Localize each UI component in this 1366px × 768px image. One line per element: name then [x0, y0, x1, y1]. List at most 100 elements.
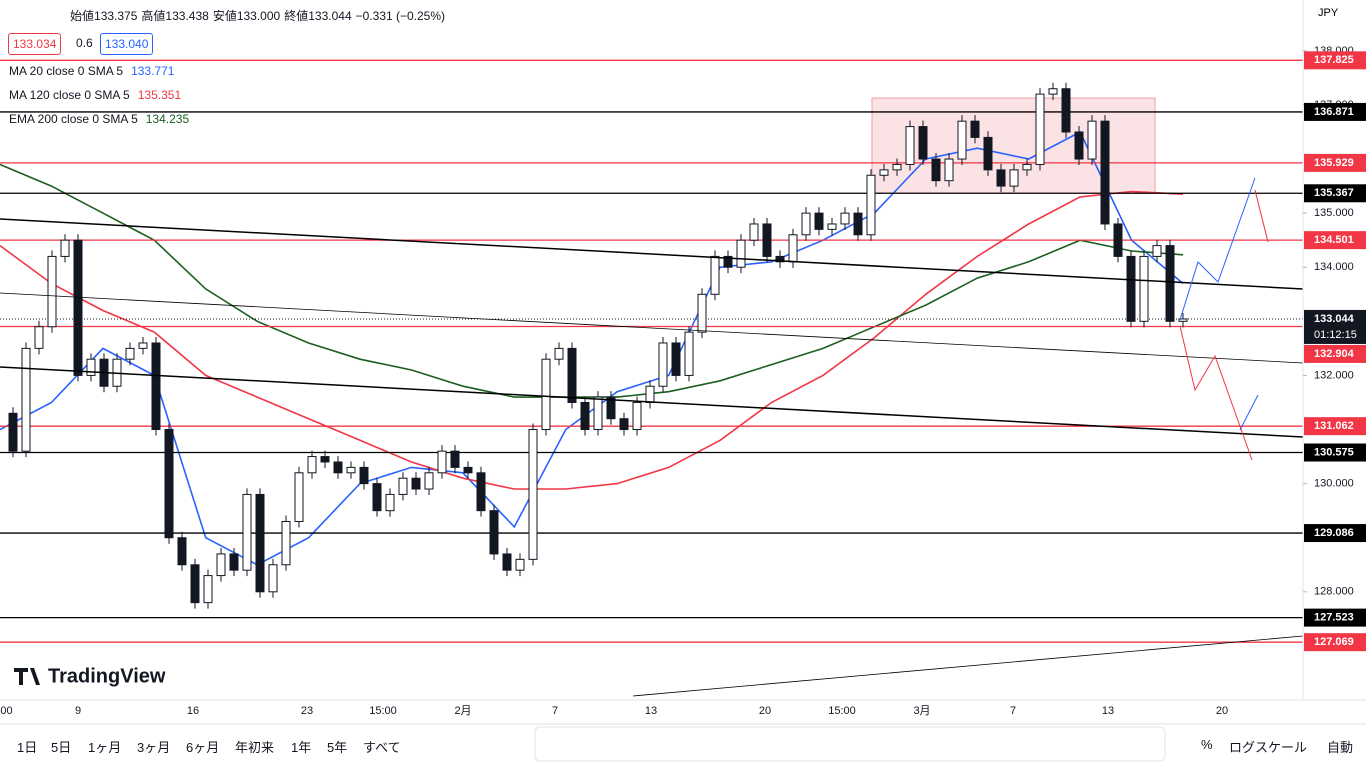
candle-body — [1178, 318, 1188, 322]
candle-body — [970, 120, 980, 138]
currency[interactable]: JPY — [1318, 7, 1339, 19]
bid[interactable]: 133.034 — [8, 33, 62, 55]
price-label-text: 131.062 — [1314, 420, 1354, 432]
candle-body — [697, 293, 707, 333]
candle-body — [1035, 93, 1045, 165]
scale-button[interactable]: 自動 — [1327, 740, 1354, 755]
range-button[interactable]: 6ヶ月 — [186, 740, 220, 755]
candle-body — [749, 223, 759, 241]
candle-body — [411, 477, 421, 490]
change: −0.331 (−0.25%) — [355, 9, 446, 23]
ask[interactable]: 133.040 — [100, 33, 154, 55]
price-label — [1304, 102, 1366, 121]
indicator-value: 135.351 — [137, 88, 182, 102]
candle-body — [268, 564, 278, 593]
candle-body — [385, 493, 395, 512]
candle-body — [398, 477, 408, 495]
range-button[interactable]: 1ヶ月 — [88, 740, 122, 755]
candle-body — [879, 169, 889, 176]
candle-body — [463, 466, 473, 474]
x-tick-label: 20 — [759, 705, 771, 717]
candle-body — [905, 126, 915, 165]
candle-body — [1100, 120, 1110, 225]
range-button[interactable]: すべて — [363, 740, 401, 755]
trend-line — [0, 366, 1304, 438]
candle-body — [125, 347, 135, 360]
candle-body — [1139, 255, 1149, 322]
range-button[interactable]: 5年 — [327, 740, 348, 755]
candle-body — [931, 158, 941, 182]
price-label — [1304, 524, 1366, 543]
candle-body — [1061, 88, 1071, 133]
range-button[interactable]: 1年 — [291, 740, 312, 755]
candle-body — [671, 342, 681, 376]
price-axis: 138.000137.000135.000134.000132.000130.0… — [1303, 45, 1366, 652]
price-label-text: 130.575 — [1314, 446, 1354, 458]
candle-body — [190, 564, 200, 604]
candle-body — [294, 472, 304, 522]
candle-body — [502, 553, 512, 571]
candle-body — [515, 558, 525, 571]
candle-body — [372, 483, 382, 512]
candle-body — [801, 212, 811, 236]
candle-body — [983, 136, 993, 171]
candle-body — [476, 472, 486, 512]
candle-body — [645, 385, 655, 403]
price-label-text: 136.871 — [1314, 106, 1354, 118]
candle-body — [1048, 88, 1058, 95]
candle-body — [541, 358, 551, 431]
candle-body — [242, 493, 252, 571]
price-label — [1304, 184, 1366, 203]
ohlc-label: 終値 — [284, 9, 309, 23]
candle-body — [710, 255, 720, 295]
range-button[interactable]: 3ヶ月 — [137, 740, 171, 755]
candle-body — [216, 553, 226, 577]
x-tick-label: 7 — [1010, 705, 1016, 717]
price-label-text: 129.086 — [1314, 527, 1354, 539]
countdown: 01:12:15 — [1314, 329, 1357, 341]
price-label-text: 127.523 — [1314, 612, 1354, 624]
moving-average — [0, 130, 1184, 566]
candle-body — [658, 342, 668, 387]
price-label — [1304, 443, 1366, 462]
candle-body — [424, 472, 434, 490]
candle-body — [346, 466, 356, 474]
candle-body — [723, 255, 733, 268]
x-tick-label: 15:00 — [369, 705, 397, 717]
range-button[interactable]: 5日 — [51, 740, 72, 755]
range-button[interactable]: 年初来 — [235, 740, 275, 755]
range-button[interactable]: 1日 — [17, 740, 38, 755]
candle-body — [892, 163, 902, 171]
candle-body — [567, 347, 577, 403]
price-label-text: 127.069 — [1314, 636, 1354, 648]
candle-body — [788, 234, 798, 263]
x-tick-label: 16 — [187, 705, 199, 717]
x-tick-label: 13 — [1102, 705, 1114, 717]
ohlc-label: 高値 — [141, 9, 166, 23]
price-label-text: 133.044 — [1314, 313, 1355, 325]
candle-body — [333, 461, 343, 474]
candle-body — [814, 212, 824, 230]
indicator-name: MA 20 close 0 SMA 5 — [9, 64, 124, 78]
indicator-value: 133.771 — [131, 64, 175, 78]
x-tick-label: 20 — [1216, 705, 1228, 717]
scale-button[interactable]: % — [1201, 737, 1213, 752]
indicator: EMA 200 close 0 SMA 5 134.235 — [9, 112, 189, 126]
candle-body — [1074, 131, 1084, 160]
scale-button[interactable]: ログスケール — [1229, 740, 1308, 755]
price-label-text: 135.929 — [1314, 157, 1354, 169]
candle-body — [1152, 245, 1162, 257]
candle-body — [21, 347, 31, 452]
ohlc-label: 安値 — [212, 9, 237, 23]
candle-body — [1009, 169, 1019, 187]
drawing-toolbar[interactable] — [534, 726, 1166, 762]
candle-body — [138, 342, 148, 349]
indicator-name: EMA 200 close 0 SMA 5 — [9, 112, 138, 126]
candle-body — [1165, 245, 1175, 322]
candle-body — [73, 239, 83, 376]
trend-line — [0, 292, 1304, 364]
price-label — [1304, 231, 1366, 250]
candle-body — [554, 347, 564, 360]
